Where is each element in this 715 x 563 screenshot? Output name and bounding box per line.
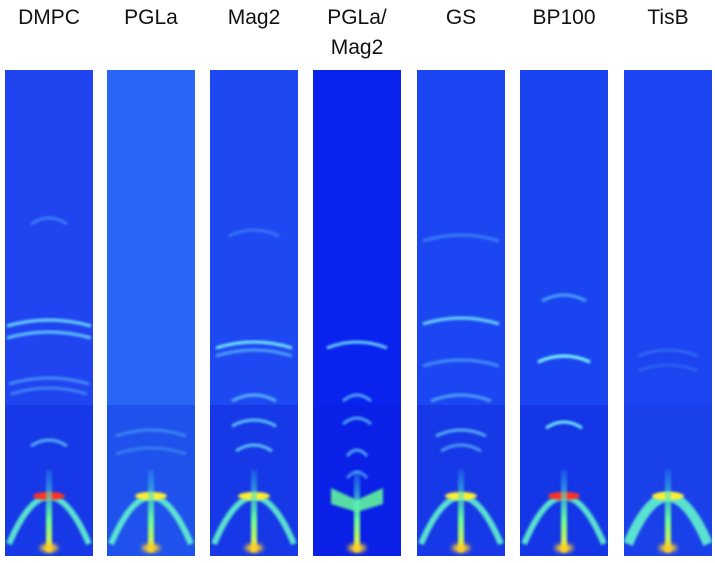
diffraction-panel <box>5 70 93 556</box>
diffraction-arc <box>435 428 487 438</box>
diffraction-arc <box>235 443 273 453</box>
diffraction-arc <box>637 348 699 358</box>
beam-streak <box>561 470 567 552</box>
panel-label: TisB <box>647 6 688 29</box>
diffraction-arc <box>537 354 591 364</box>
diffraction-arc <box>541 293 587 303</box>
beam-streak <box>458 470 464 552</box>
diffraction-arc <box>10 386 88 396</box>
diffraction-arc <box>6 318 92 328</box>
diffraction-arc <box>422 358 500 368</box>
diffraction-arc <box>30 438 68 448</box>
diffraction-arc <box>545 420 583 430</box>
diffraction-arc <box>6 330 92 340</box>
diffraction-arc <box>326 340 388 350</box>
diffraction-arc <box>342 416 372 426</box>
diffraction-arc <box>422 316 500 326</box>
diffraction-arc <box>115 446 187 456</box>
diffraction-arc <box>430 393 492 403</box>
beam-stop <box>659 544 677 552</box>
diffraction-arc <box>215 340 293 350</box>
beam-streak <box>46 470 52 552</box>
beam-streak <box>665 470 671 552</box>
beam-streak <box>251 470 257 552</box>
diffraction-panel <box>417 70 505 556</box>
panel-background <box>520 70 608 405</box>
diffraction-panel <box>313 70 401 556</box>
diffraction-arc <box>422 233 500 243</box>
beam-stop <box>452 544 470 552</box>
diffraction-arc <box>231 393 277 403</box>
diffraction-arc <box>8 376 90 386</box>
panel-label: Mag2 <box>228 6 281 29</box>
diffraction-panel <box>520 70 608 556</box>
diffraction-arc <box>228 228 280 238</box>
beam-stop <box>555 544 573 552</box>
panel-label: GS <box>446 6 476 29</box>
beam-streak <box>354 470 360 552</box>
panel-label: DMPC <box>18 6 80 29</box>
diffraction-panel <box>107 70 195 556</box>
diffraction-arc <box>440 443 482 453</box>
diffraction-arc <box>30 216 68 226</box>
panel-background <box>624 70 712 405</box>
beam-stop <box>40 544 58 552</box>
beam-stop <box>245 544 263 552</box>
diffraction-panel <box>210 70 298 556</box>
panel-label: PGLa <box>124 6 178 29</box>
diffraction-arc <box>637 363 699 373</box>
panel-label: Mag2 <box>331 36 384 59</box>
panel-background <box>107 70 195 405</box>
beam-streak <box>148 470 154 552</box>
labels: DMPC PGLa Mag2 PGLa/Mag2 GS BP100 TisB <box>18 6 689 59</box>
beam-stop <box>348 544 366 552</box>
diffraction-arc <box>345 448 369 458</box>
diffraction-arc <box>215 348 293 358</box>
panel-label: BP100 <box>532 6 595 29</box>
diffraction-arc <box>342 393 372 403</box>
diffraction-arc <box>231 418 277 428</box>
diffraction-arc <box>115 428 187 438</box>
diffraction-panel <box>623 70 713 556</box>
panel-label: PGLa/ <box>327 6 387 29</box>
beam-stop <box>142 544 160 552</box>
panel-background <box>5 70 93 405</box>
panels <box>5 70 713 556</box>
panel-background <box>313 70 401 405</box>
